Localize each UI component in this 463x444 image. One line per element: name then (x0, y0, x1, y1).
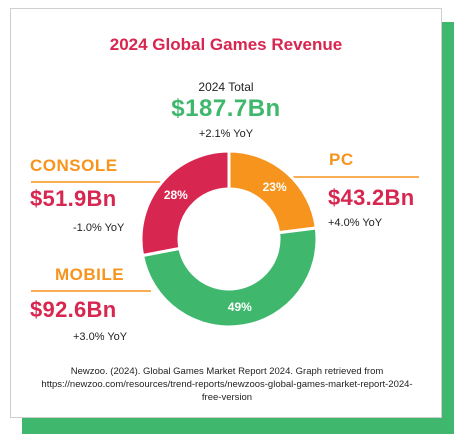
pct-label-console: 28% (164, 188, 188, 202)
console-yoy: -1.0% YoY (73, 222, 125, 234)
source-line-3: free-version (201, 392, 253, 403)
source-line-2: https://newzoo.com/resources/trend-repor… (41, 379, 413, 390)
source-line-1: Newzoo. (2024). Global Games Market Repo… (70, 366, 384, 377)
pc-yoy: +4.0% YoY (328, 217, 383, 229)
total-value: $187.7Bn (171, 95, 281, 122)
chart-title: 2024 Global Games Revenue (109, 35, 343, 54)
source-citation: Newzoo. (2024). Global Games Market Repo… (29, 365, 425, 404)
mobile-value: $92.6Bn (30, 297, 117, 322)
pc-value: $43.2Bn (328, 185, 415, 210)
console-value: $51.9Bn (30, 186, 117, 211)
chart-card: 2024 Global Games Revenue 2024 Total $18… (10, 8, 442, 418)
mobile-yoy: +3.0% YoY (73, 331, 128, 343)
console-label: CONSOLE (30, 156, 118, 175)
donut-chart: 23% 49% 28% (31, 149, 419, 329)
mobile-label: MOBILE (55, 265, 125, 284)
total-label: 2024 Total (198, 80, 254, 94)
pct-label-pc: 23% (263, 180, 287, 194)
pc-label: PC (329, 150, 354, 169)
pct-label-mobile: 49% (228, 300, 252, 314)
slice-console (139, 149, 231, 258)
total-yoy: +2.1% YoY (198, 128, 254, 140)
slice-mobile (140, 226, 319, 329)
